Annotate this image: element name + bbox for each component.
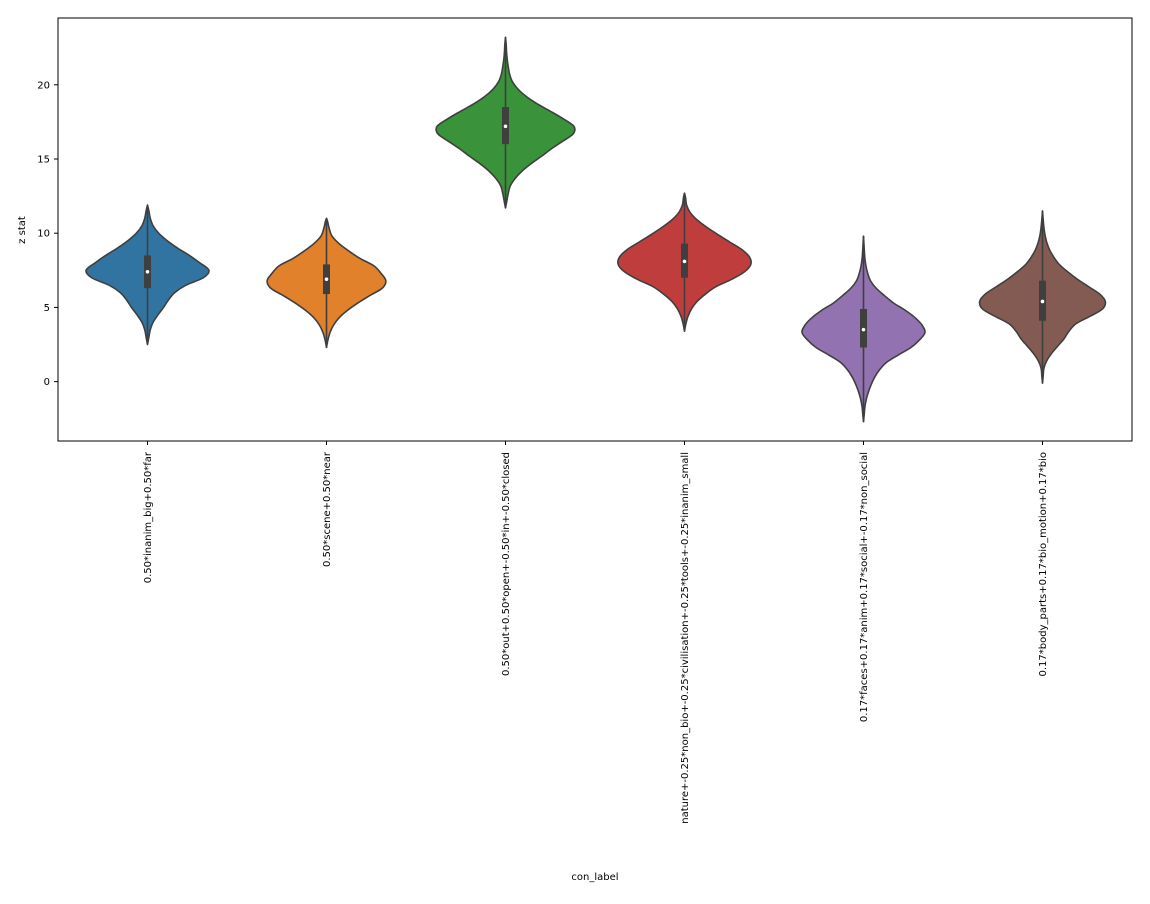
plot-area <box>58 18 1132 441</box>
y-tick-label: 0 <box>44 377 50 388</box>
plot-frame <box>57 17 1133 442</box>
y-tick-label: 15 <box>37 155 50 166</box>
y-tick-label: 5 <box>44 303 50 314</box>
violin-median-point <box>1040 299 1045 304</box>
violin-median-point <box>145 270 150 274</box>
x-tick-label: nature+-0.25*non_bio+-0.25*civilisation+… <box>680 452 691 824</box>
y-axis: 0 5 10 15 20 <box>37 80 58 388</box>
violin-median-point <box>682 259 687 264</box>
x-tick-label: 0.17*faces+0.17*anim+0.17*social+-0.17*n… <box>859 452 870 722</box>
x-tick-label: 0.50*inanim_big+0.50*far <box>143 451 154 583</box>
x-tick-label: 0.50*scene+0.50*near <box>322 451 333 567</box>
violins-group <box>85 36 1107 423</box>
x-tick-label: 0.17*body_parts+0.17*bio_motion+0.17*bio <box>1038 452 1049 677</box>
x-axis: 0.50*inanim_big+0.50*far 0.50*scene+0.50*… <box>143 441 1049 824</box>
x-tick-label: 0.50*out+0.50*open+-0.50*in+-0.50*closed <box>501 452 512 676</box>
y-axis-label: z stat <box>17 216 28 244</box>
violin-median-point <box>861 327 866 332</box>
y-tick-label: 20 <box>37 80 50 91</box>
violin-median-point <box>324 277 329 282</box>
y-tick-label: 10 <box>37 229 50 240</box>
x-axis-label: con_label <box>571 872 618 883</box>
violin-median-point <box>503 124 508 129</box>
